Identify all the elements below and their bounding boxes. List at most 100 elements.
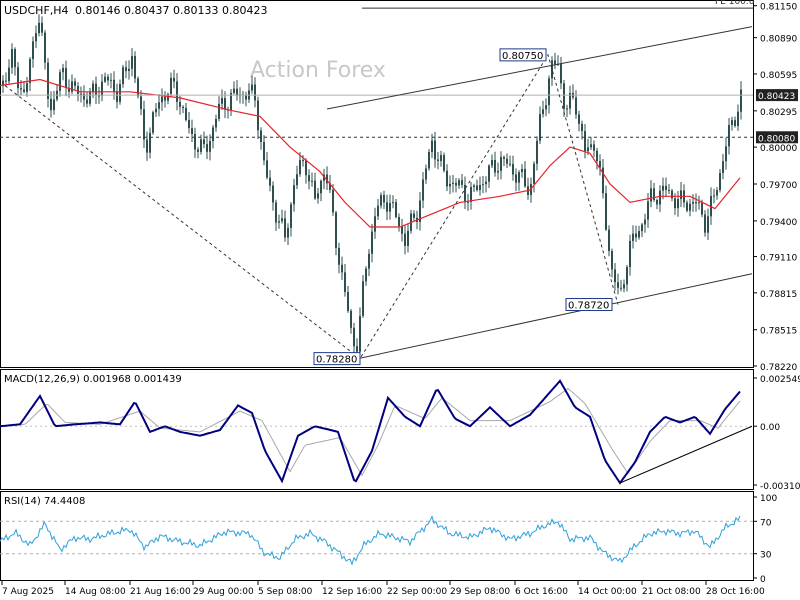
candle-body: [536, 140, 538, 164]
candle-body: [569, 92, 571, 109]
current-price-tag-bg: [756, 89, 798, 102]
candle-body: [167, 93, 169, 101]
macd-panel: MACD(12,26,9) 0.001968 0.001439 0.002549…: [0, 369, 800, 492]
x-tick-label: 12 Sep 16:00: [322, 587, 382, 597]
candle-body: [266, 160, 268, 178]
y-tick-label: 0.80295: [760, 108, 797, 118]
candle-body: [482, 184, 484, 186]
price-panel-frame: [0, 0, 754, 368]
candle-body: [53, 99, 55, 111]
candle-body: [68, 87, 70, 92]
candle-body: [716, 190, 718, 196]
candle-body: [197, 149, 199, 152]
candle-body: [293, 185, 295, 205]
rsi-tick-label: 0: [760, 575, 766, 585]
candle-body: [470, 187, 472, 202]
candle-body: [272, 185, 274, 203]
moving-average-line: [0, 78, 741, 228]
candle-body: [110, 79, 112, 81]
candle-body: [395, 202, 397, 218]
candle-body: [539, 114, 541, 141]
candle-body: [188, 120, 190, 129]
candle-body: [47, 62, 49, 99]
candle-body: [182, 106, 184, 109]
candle-body: [533, 163, 535, 184]
candle-body: [38, 22, 40, 34]
candle-body: [407, 230, 409, 246]
candle-body: [26, 83, 28, 92]
candle-body: [251, 84, 253, 91]
candle-body: [35, 33, 37, 42]
watermark: Action Forex: [250, 58, 386, 83]
high-label-box: [499, 48, 547, 62]
candle-body: [653, 188, 655, 200]
candle-body: [119, 84, 121, 102]
candle-body: [158, 102, 160, 109]
candle-body: [161, 96, 163, 103]
candle-body: [479, 185, 481, 191]
candle-body: [383, 195, 385, 203]
candle-body: [209, 140, 211, 152]
candle-body: [707, 216, 709, 233]
candle-body: [368, 253, 370, 269]
candle-body: [731, 120, 733, 126]
candle-body: [524, 169, 526, 187]
macd-tick-label: -0.003106: [760, 482, 800, 492]
candle-body: [656, 199, 658, 205]
candle-body: [254, 84, 256, 101]
candle-body: [302, 160, 304, 162]
candle-body: [680, 190, 682, 200]
candle-body: [635, 233, 637, 238]
y-tick-label: 0.80890: [760, 35, 797, 45]
x-axis: 7 Aug 2025 14 Aug 08:00 21 Aug 16:00 29 Aug…: [1, 581, 765, 597]
wave-lines: [4, 53, 619, 360]
candle-body: [317, 193, 319, 199]
candle-body: [461, 180, 463, 185]
price-panel: USDCHF,H4 0.80146 0.80437 0.80133 0.8042…: [0, 0, 798, 373]
low-label-box: [313, 352, 361, 366]
candle-body: [305, 160, 307, 176]
candle-body: [668, 189, 670, 191]
price-candles: [2, 14, 742, 361]
candle-body: [260, 130, 262, 142]
candle-body: [185, 108, 187, 121]
candle-body: [245, 95, 247, 100]
candle-body: [458, 180, 460, 186]
candle-body: [650, 188, 652, 202]
candle-body: [14, 49, 16, 68]
candle-body: [632, 233, 634, 241]
candle-body: [551, 60, 553, 79]
y-tick-label: 0.78220: [760, 363, 797, 373]
candle-body: [152, 112, 154, 133]
x-tick-label: 22 Sep 00:00: [387, 587, 447, 597]
low-label: 0.78280: [316, 355, 357, 366]
candle-body: [332, 189, 334, 213]
y-tick-label: 0.80000: [760, 144, 797, 154]
candle-body: [218, 103, 220, 119]
candle-body: [593, 144, 595, 151]
candle-body: [131, 56, 133, 69]
candle-body: [428, 152, 430, 169]
x-tick-label: 7 Aug 2025: [2, 587, 54, 597]
candle-body: [101, 81, 103, 96]
candle-body: [95, 83, 97, 96]
candle-body: [596, 150, 598, 162]
candle-body: [275, 202, 277, 223]
candle-body: [392, 202, 394, 204]
candle-body: [164, 96, 166, 101]
candle-body: [647, 201, 649, 220]
candle-body: [695, 201, 697, 204]
candle-body: [350, 310, 352, 328]
candle-body: [617, 282, 619, 288]
candle-body: [203, 139, 205, 145]
candle-body: [341, 264, 343, 273]
candle-body: [728, 125, 730, 147]
candle-body: [221, 98, 223, 104]
candle-body: [320, 180, 322, 194]
candle-body: [419, 200, 421, 222]
x-tick-label: 29 Sep 08:00: [450, 587, 510, 597]
candle-body: [98, 95, 100, 97]
candle-body: [737, 111, 739, 126]
candle-body: [422, 179, 424, 201]
